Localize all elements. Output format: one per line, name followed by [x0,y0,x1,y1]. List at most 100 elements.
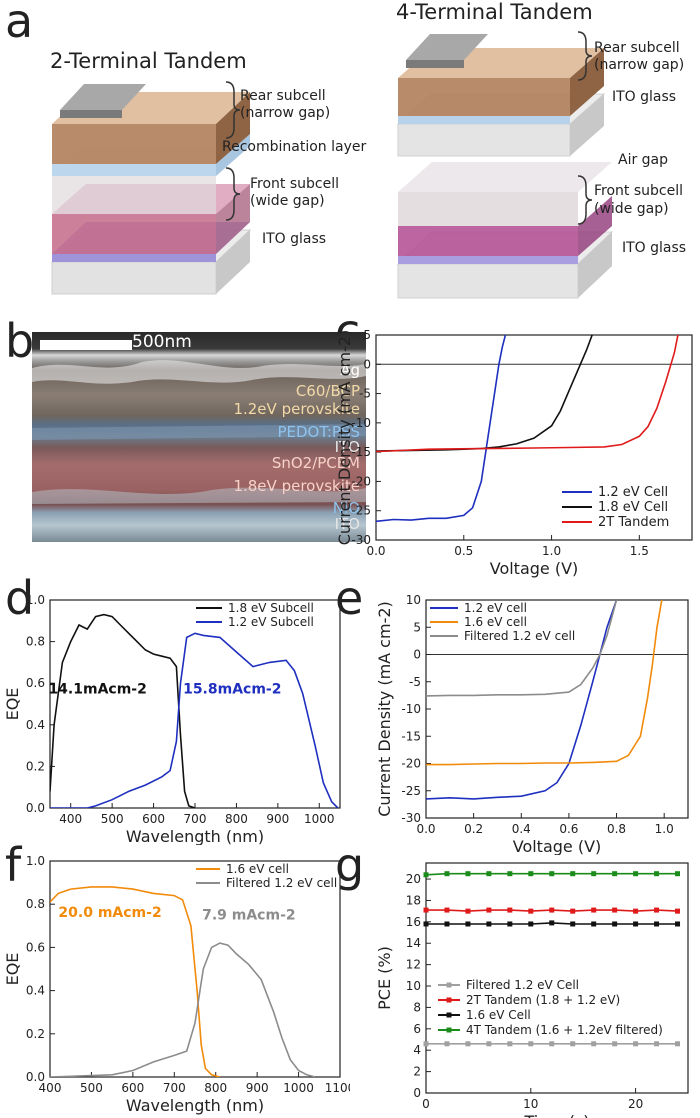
y-tick-label: 5 [363,328,371,342]
x-tick-label: 600 [142,812,165,826]
legend-label: 2T Tandem (1.8 + 1.2 eV) [466,993,620,1007]
y-tick-label: -10 [401,702,421,716]
legend-label: 2T Tandem [598,515,669,530]
four-terminal-ito-bottom: ITO glass [622,240,686,256]
data-point [591,907,597,913]
panel-label-a: a [5,0,34,48]
data-point [612,921,618,927]
data-point [633,908,639,914]
series-line [376,335,679,453]
y-tick-label: -15 [351,445,371,459]
data-point [570,908,576,914]
panel-b-sem-image: 500nm [32,332,366,542]
x-tick-label: 0.0 [366,544,385,558]
data-point [507,871,513,877]
x-tick-label: 0.5 [454,544,473,558]
chart-g: 0 10 20 0 2 4 6 8 10 12 14 16 18 20 Time (s) PCE (%) Fil… [375,862,689,1118]
x-tick-label: 0.4 [512,822,531,836]
data-point [612,907,618,913]
x-tick-label: 0 [422,1097,430,1111]
y-axis-label: EQE [3,953,22,986]
y-tick-label: 10 [406,593,421,607]
x-axis-label: Time (s) [523,1112,589,1118]
x-axis-label: Wavelength (nm) [126,827,264,845]
data-point [675,908,681,914]
data-point [528,871,534,877]
annotation: 20.0 mAcm-2 [58,905,161,921]
x-tick-label: 1000 [304,812,335,826]
y-tick-label: 0.2 [26,759,45,773]
x-tick-label: 0.0 [416,822,435,836]
four-terminal-title: 4-Terminal Tandem [396,0,593,24]
four-terminal-front-line1: Front subcell [594,183,683,199]
two-terminal-front-line2: (wide gap) [250,193,325,209]
y-tick-label: -25 [351,504,371,518]
data-point [633,871,639,877]
y-tick-label: 0 [413,1086,421,1100]
data-point [444,907,450,913]
annotation: 15.8mAcm-2 [183,682,281,698]
data-point [675,871,681,877]
y-tick-label: 16 [406,915,421,929]
four-terminal-rear-line2: (narrow gap) [594,57,684,73]
y-tick-label: 6 [413,1022,421,1036]
data-point [570,921,576,927]
legend-marker [446,997,452,1003]
sem-scalebar-label: 500nm [132,332,192,352]
sem-texture [32,360,366,504]
legend-label: 1.6 eV cell [464,615,527,629]
data-point [654,907,660,913]
y-tick-label: 12 [406,958,421,972]
x-tick-label: 500 [80,1081,103,1095]
y-tick-label: -20 [351,474,371,488]
data-point [423,907,429,913]
data-point [633,1041,639,1047]
two-terminal-rear-line2: (narrow gap) [240,105,330,121]
y-tick-label: 0.2 [26,1027,45,1041]
data-point [654,921,660,927]
data-point [549,871,555,877]
x-tick-label: 10 [523,1097,538,1111]
x-tick-label: 800 [204,1081,227,1095]
panel-label-f: f [5,838,22,892]
data-point [675,921,681,927]
data-point [528,908,534,914]
legend-label: 1.2 eV Subcell [228,615,314,629]
y-tick-label: -30 [351,533,371,547]
data-point [549,1041,555,1047]
data-point [570,1041,576,1047]
data-point [486,871,492,877]
two-terminal-stack [50,81,252,295]
chart-d: 400 500 600 700 800 900 1000 0.0 0.2 0.4 0.6 0.8 1.0… [3,593,341,845]
y-tick-label: -5 [409,675,421,689]
x-tick-label: 400 [59,812,82,826]
sem-scalebar [40,340,132,350]
series-line [426,600,618,697]
panel-label-b: b [5,314,35,368]
y-tick-label: 0.4 [26,984,45,998]
legend-label: 1.2 eV cell [464,601,527,615]
legend-label: 1.6 eV cell [226,862,289,876]
x-tick-label: 600 [121,1081,144,1095]
series-line [50,886,221,1077]
x-axis-label: Wavelength (nm) [126,1096,264,1115]
two-terminal-ito: ITO glass [262,231,326,247]
data-point [444,921,450,927]
four-terminal-front-line2: (wide gap) [594,201,669,217]
y-tick-label: -15 [401,729,421,743]
data-point [465,1041,471,1047]
x-tick-label: 1.0 [655,822,674,836]
legend-marker [446,1027,452,1033]
data-point [612,871,618,877]
x-tick-label: 900 [246,1081,269,1095]
x-tick-label: 1.5 [630,544,649,558]
legend-label: 1.6 eV Cell [466,1008,531,1022]
y-tick-label: 18 [406,893,421,907]
x-tick-label: 700 [163,1081,186,1095]
y-tick-label: -20 [401,757,421,771]
data-point [507,921,513,927]
y-tick-label: -5 [359,387,371,401]
data-point [675,1041,681,1047]
